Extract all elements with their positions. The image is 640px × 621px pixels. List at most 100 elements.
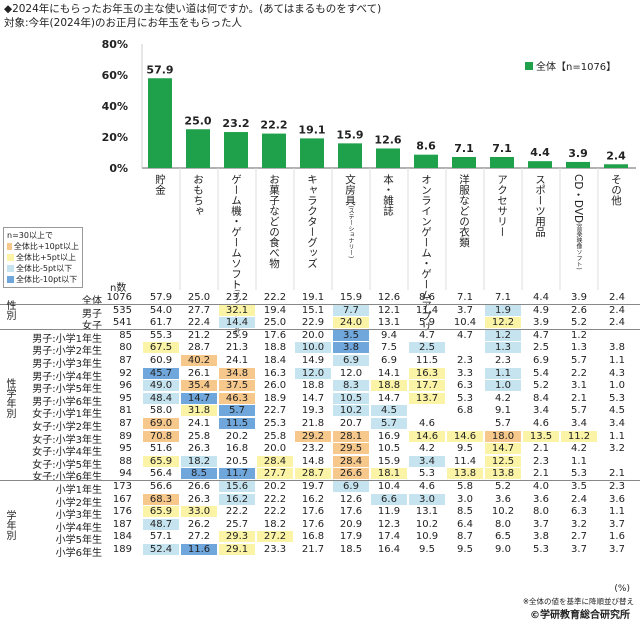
table-cell: 22.4 [187, 317, 211, 329]
table-cell: 20.5 [225, 455, 249, 467]
table-cell: 16.4 [377, 544, 401, 555]
table-cell: 3.8 [333, 342, 369, 354]
table-cell: 13.1 [377, 317, 401, 329]
table-cell: 8.0 [533, 506, 549, 518]
table-cell: 69.0 [143, 418, 179, 429]
row-label: 女子:小学2年生 [32, 422, 102, 433]
row-label: 女子:小学1年生 [32, 409, 102, 421]
bar-value-label: 4.4 [530, 146, 550, 159]
table-cell [447, 342, 483, 353]
row-n: 95 [119, 443, 132, 455]
table-cell: 7.5 [381, 342, 397, 354]
table-cell: 25.8 [187, 430, 211, 442]
table-cell: 9.5 [419, 544, 435, 555]
chart-title: ◆2024年にもらったお年玉の主な使い道は何ですか。(あてはまるものをすべて) [4, 3, 382, 15]
table-cell: 16.3 [263, 367, 287, 379]
row-label: 女子:小学3年生 [32, 434, 102, 446]
highlight-legend-p5: 全体比+5pt以上 [7, 252, 79, 263]
table-cell: 17.6 [301, 506, 325, 518]
table-cell: 3.7 [609, 544, 625, 555]
table-cell: 3.2 [609, 443, 625, 455]
table-cell: 18.4 [263, 355, 287, 366]
table-cell: 12.1 [377, 304, 401, 316]
table-cell: 17.4 [377, 531, 401, 543]
table-cell: 4.7 [533, 329, 549, 341]
table-cell: 18.8 [263, 342, 287, 354]
row-n: 167 [112, 493, 132, 505]
row-n: 92 [119, 367, 132, 379]
table-cell: 68.3 [143, 493, 179, 505]
table-cell: 3.7 [571, 544, 587, 555]
table-cell: 14.1 [377, 367, 401, 379]
table-cell: 20.7 [339, 418, 363, 429]
table-cell: 9.4 [381, 329, 397, 341]
table-cell: 3.6 [533, 493, 549, 505]
bar [604, 164, 628, 168]
table-cell: 3.7 [457, 304, 473, 316]
table-row: 小学1年生 173 56.6 26.6 15.6 20.2 19.7 6.9 10.4 4.6 5.… [0, 481, 640, 496]
row-n: 176 [112, 506, 132, 518]
table-cell: 3.8 [609, 342, 625, 354]
table-cell: 18.1 [371, 468, 407, 480]
table-cell: 3.0 [409, 493, 445, 505]
category-label: 貯金 [154, 174, 166, 195]
row-label: 小学5年生 [55, 535, 102, 547]
table-cell: 5.4 [533, 367, 549, 379]
table-cell: 58.0 [149, 405, 173, 417]
table-cell: 14.7 [181, 392, 217, 404]
table-row: 小学6年生 189 52.4 11.6 29.1 23.3 21.7 18.5 16.4 9.5 9… [0, 544, 640, 559]
table-cell [599, 456, 635, 467]
table-cell: 6.3 [571, 506, 587, 518]
table-cell: 4.6 [419, 418, 435, 429]
table-cell: 20.0 [263, 443, 287, 455]
table-cell: 22.2 [263, 493, 287, 505]
table-cell: 3.0 [457, 493, 473, 505]
table-cell: 8.4 [533, 392, 549, 404]
table-cell [409, 405, 445, 416]
table-cell: 27.7 [187, 304, 211, 316]
table-cell: 4.2 [495, 392, 511, 404]
table-cell: 5.8 [457, 481, 473, 492]
table-cell: 4.6 [533, 418, 549, 429]
bar-value-label: 12.6 [374, 133, 401, 146]
table-cell: 29.3 [219, 531, 255, 543]
category-label: CD・DVD(音楽映像ソフト) [572, 174, 584, 270]
table-cell: 1.1 [609, 355, 625, 366]
table-cell: 19.7 [301, 481, 325, 492]
table-cell: 21.2 [187, 329, 211, 341]
table-cell: 55.3 [149, 329, 173, 341]
table-cell: 67.5 [143, 342, 179, 354]
table-cell: 8.5 [457, 506, 473, 518]
table-cell: 70.8 [143, 430, 179, 442]
bar-chart: 0% 20% 40% 60% 80% 57.9 25.0 23.2 22.2 19.1 15.9 12… [102, 38, 636, 290]
table-cell: 11.9 [377, 506, 401, 518]
row-label: 小学6年生 [55, 548, 102, 559]
bar-value-label: 2.4 [606, 149, 626, 162]
bar-value-label: 3.9 [568, 147, 588, 160]
table-cell: 10.4 [377, 481, 401, 492]
table-row: 女子:小学6年生 94 56.4 8.5 11.7 27.7 28.7 26.6 18.1 5.3… [0, 468, 640, 484]
table-cell: 1.6 [609, 531, 625, 543]
bar-value-label: 25.0 [184, 114, 211, 127]
table-cell: 12.0 [339, 367, 363, 379]
table-cell: 18.2 [263, 518, 287, 530]
table-cell: 15.1 [301, 304, 325, 316]
table-row: 小学2年生 167 68.3 26.3 16.2 22.2 16.2 12.6 6.6 3.0 3.… [0, 493, 640, 509]
table-cell [447, 418, 483, 429]
table-cell: 2.3 [533, 455, 549, 467]
table-cell: 56.4 [149, 468, 173, 480]
table-cell: 5.2 [571, 317, 587, 329]
bar [262, 133, 286, 168]
category-label: アクセサリー [496, 174, 508, 237]
bar-value-label: 22.2 [260, 119, 287, 132]
table-cell: 48.7 [143, 518, 179, 530]
chart-subtitle: 対象:今年(2024年)のお正月にお年玉をもらった人 [4, 17, 242, 29]
table-cell: 23.2 [225, 292, 249, 303]
table-cell: 9.5 [457, 443, 473, 455]
table-cell: 5.3 [571, 468, 587, 480]
table-cell: 40.2 [181, 355, 217, 366]
category-label: 本・雑誌 [382, 174, 394, 216]
table-cell: 11.7 [219, 468, 255, 480]
row-label: 女子:小学6年生 [32, 472, 102, 484]
table-row: 男子:小学2年生 80 67.5 28.7 21.3 18.8 10.0 3.8 7.5 2.5 1… [0, 342, 640, 357]
